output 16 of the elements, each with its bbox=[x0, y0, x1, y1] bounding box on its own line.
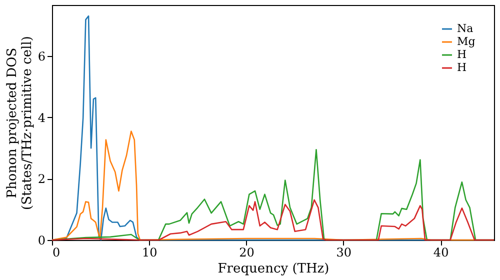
line-series bbox=[51, 199, 495, 241]
legend-label: H bbox=[457, 61, 467, 74]
legend-label: Na bbox=[457, 22, 474, 35]
legend-label: Mg bbox=[457, 35, 476, 48]
y-tick-label: 6 bbox=[38, 50, 46, 64]
y-tick-label: 0 bbox=[38, 234, 46, 248]
x-tick-label: 10 bbox=[142, 246, 158, 260]
x-tick-label: 30 bbox=[336, 246, 352, 260]
y-tick-label: 2 bbox=[38, 172, 46, 186]
y-axis-title: Phonon projected DOS (States/THz·primitive cell) bbox=[4, 36, 35, 210]
x-tick-label: 20 bbox=[239, 246, 254, 260]
x-axis-title: Frequency (THz) bbox=[218, 262, 330, 276]
x-tick-label: 0 bbox=[52, 246, 60, 260]
legend-label: H bbox=[457, 48, 467, 61]
x-tick-label: 40 bbox=[433, 246, 449, 260]
y-tick-label: 4 bbox=[38, 110, 46, 125]
